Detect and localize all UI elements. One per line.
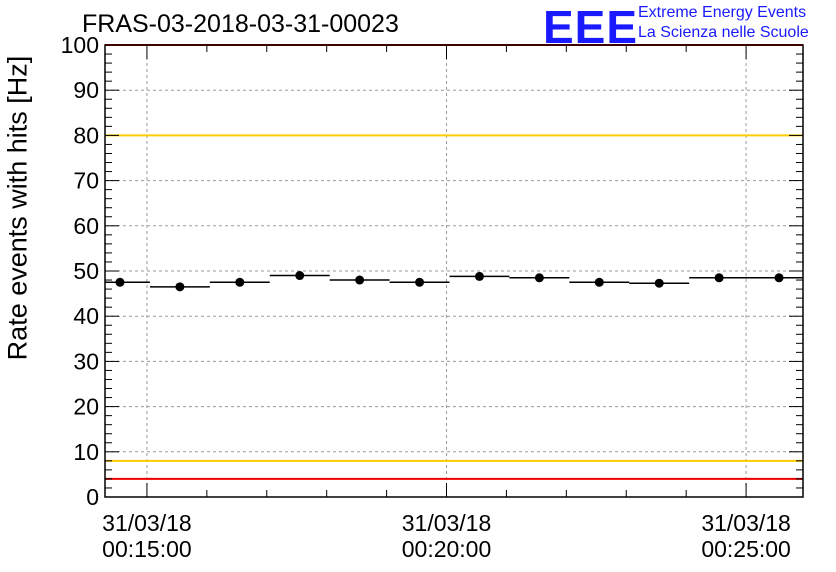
y-tick-label: 80	[73, 122, 99, 148]
y-tick-label: 60	[73, 213, 99, 239]
data-point	[175, 282, 185, 292]
data-point	[295, 271, 305, 281]
y-tick-label: 30	[73, 348, 99, 374]
chart-title: FRAS-03-2018-03-31-00023	[82, 10, 399, 38]
data-point	[714, 273, 724, 283]
reference-lines	[105, 44, 803, 480]
data-point	[235, 277, 245, 287]
data-point	[534, 273, 544, 283]
data-point	[654, 278, 664, 288]
data-point	[355, 275, 365, 285]
y-tick-label: 10	[73, 439, 99, 465]
x-tick-label-time: 00:15:00	[102, 536, 192, 562]
axis-layer: 010203040506070809010031/03/1800:15:0031…	[61, 32, 804, 562]
x-tick-label-date: 31/03/18	[402, 510, 492, 536]
y-tick-label: 0	[86, 484, 99, 510]
data-point	[594, 277, 604, 287]
x-tick-label-time: 00:20:00	[402, 536, 492, 562]
data-layer	[105, 271, 803, 292]
data-point	[774, 273, 784, 283]
data-point	[115, 277, 125, 287]
y-tick-label: 90	[73, 77, 99, 103]
eee-logo-line1: Extreme Energy Events	[638, 4, 807, 21]
y-tick-label: 20	[73, 394, 99, 420]
eee-logo-line2: La Scienza nelle Scuole	[638, 24, 809, 41]
x-tick-label-time: 00:25:00	[701, 536, 791, 562]
y-tick-label: 100	[61, 32, 99, 58]
grid-layer	[105, 45, 803, 497]
x-tick-label-date: 31/03/18	[102, 510, 192, 536]
data-point	[415, 277, 425, 287]
y-tick-label: 40	[73, 303, 99, 329]
y-tick-label: 70	[73, 168, 99, 194]
x-tick-label-date: 31/03/18	[701, 510, 791, 536]
y-tick-label: 50	[73, 258, 99, 284]
data-point	[474, 271, 484, 281]
